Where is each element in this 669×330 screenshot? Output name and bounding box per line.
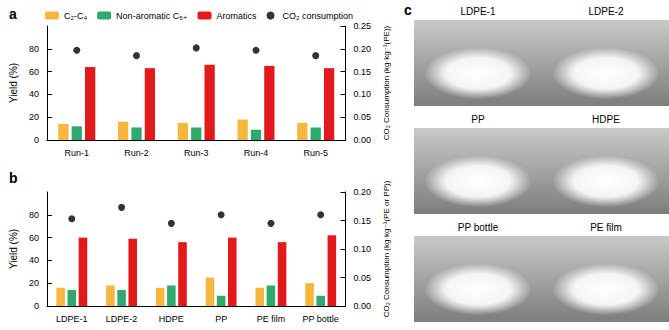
svg-text:0.00: 0.00: [354, 301, 372, 311]
svg-text:b: b: [9, 170, 18, 186]
svg-text:0.20: 0.20: [354, 44, 372, 54]
svg-text:60: 60: [29, 233, 39, 243]
svg-text:0.05: 0.05: [354, 273, 372, 283]
svg-text:HDPE: HDPE: [159, 314, 184, 324]
html-text:PP bottle: PP bottle: [457, 222, 499, 233]
svg-text:0.05: 0.05: [354, 112, 372, 122]
svg-text:40: 40: [29, 89, 39, 99]
svg-text:0.00: 0.00: [354, 135, 372, 145]
svg-text:CO₂ Consumption (kg·kg⁻¹(PE or: CO₂ Consumption (kg·kg⁻¹(PE or PP)): [382, 180, 391, 317]
svg-text:Run-4: Run-4: [244, 148, 269, 158]
svg-text:0.20: 0.20: [354, 187, 372, 197]
svg-text:Run-2: Run-2: [124, 148, 149, 158]
svg-text:Run-3: Run-3: [184, 148, 209, 158]
html-text:LDPE-2: LDPE-2: [588, 6, 624, 17]
svg-text:LDPE-2: LDPE-2: [106, 314, 138, 324]
svg-text:Yield (%): Yield (%): [8, 229, 19, 269]
svg-text:60: 60: [29, 67, 39, 77]
svg-text:0.25: 0.25: [354, 21, 372, 31]
svg-text:Run-1: Run-1: [65, 148, 90, 158]
html-text:c: c: [404, 2, 412, 18]
svg-text:0: 0: [34, 301, 39, 311]
svg-text:PP: PP: [215, 314, 227, 324]
html-text:HDPE: HDPE: [592, 114, 620, 125]
svg-text:Run-5: Run-5: [303, 148, 328, 158]
svg-text:Aromatics: Aromatics: [217, 11, 258, 21]
svg-text:0.10: 0.10: [354, 89, 372, 99]
svg-text:0: 0: [34, 135, 39, 145]
svg-text:PP bottle: PP bottle: [303, 314, 339, 324]
svg-text:PE film: PE film: [257, 314, 286, 324]
svg-text:80: 80: [29, 210, 39, 220]
svg-text:20: 20: [29, 278, 39, 288]
svg-text:C₂-C₄: C₂-C₄: [64, 11, 87, 21]
svg-text:0.15: 0.15: [354, 67, 372, 77]
svg-text:80: 80: [29, 44, 39, 54]
svg-text:20: 20: [29, 112, 39, 122]
html-text:PP: PP: [471, 114, 485, 125]
html-text:PE film: PE film: [590, 222, 622, 233]
svg-text:CO₂ Consumption (kg·kg⁻¹(PE)): CO₂ Consumption (kg·kg⁻¹(PE)): [382, 25, 391, 140]
svg-text:0.15: 0.15: [354, 216, 372, 226]
svg-text:Non-aromatic C₅₊: Non-aromatic C₅₊: [116, 11, 188, 21]
svg-text:0.10: 0.10: [354, 244, 372, 254]
svg-text:CO₂ consumption: CO₂ consumption: [283, 11, 354, 21]
svg-text:a: a: [9, 6, 17, 22]
svg-text:40: 40: [29, 255, 39, 265]
html-text:LDPE-1: LDPE-1: [460, 6, 496, 17]
svg-text:Yield (%): Yield (%): [8, 63, 19, 103]
svg-text:LDPE-1: LDPE-1: [56, 314, 88, 324]
